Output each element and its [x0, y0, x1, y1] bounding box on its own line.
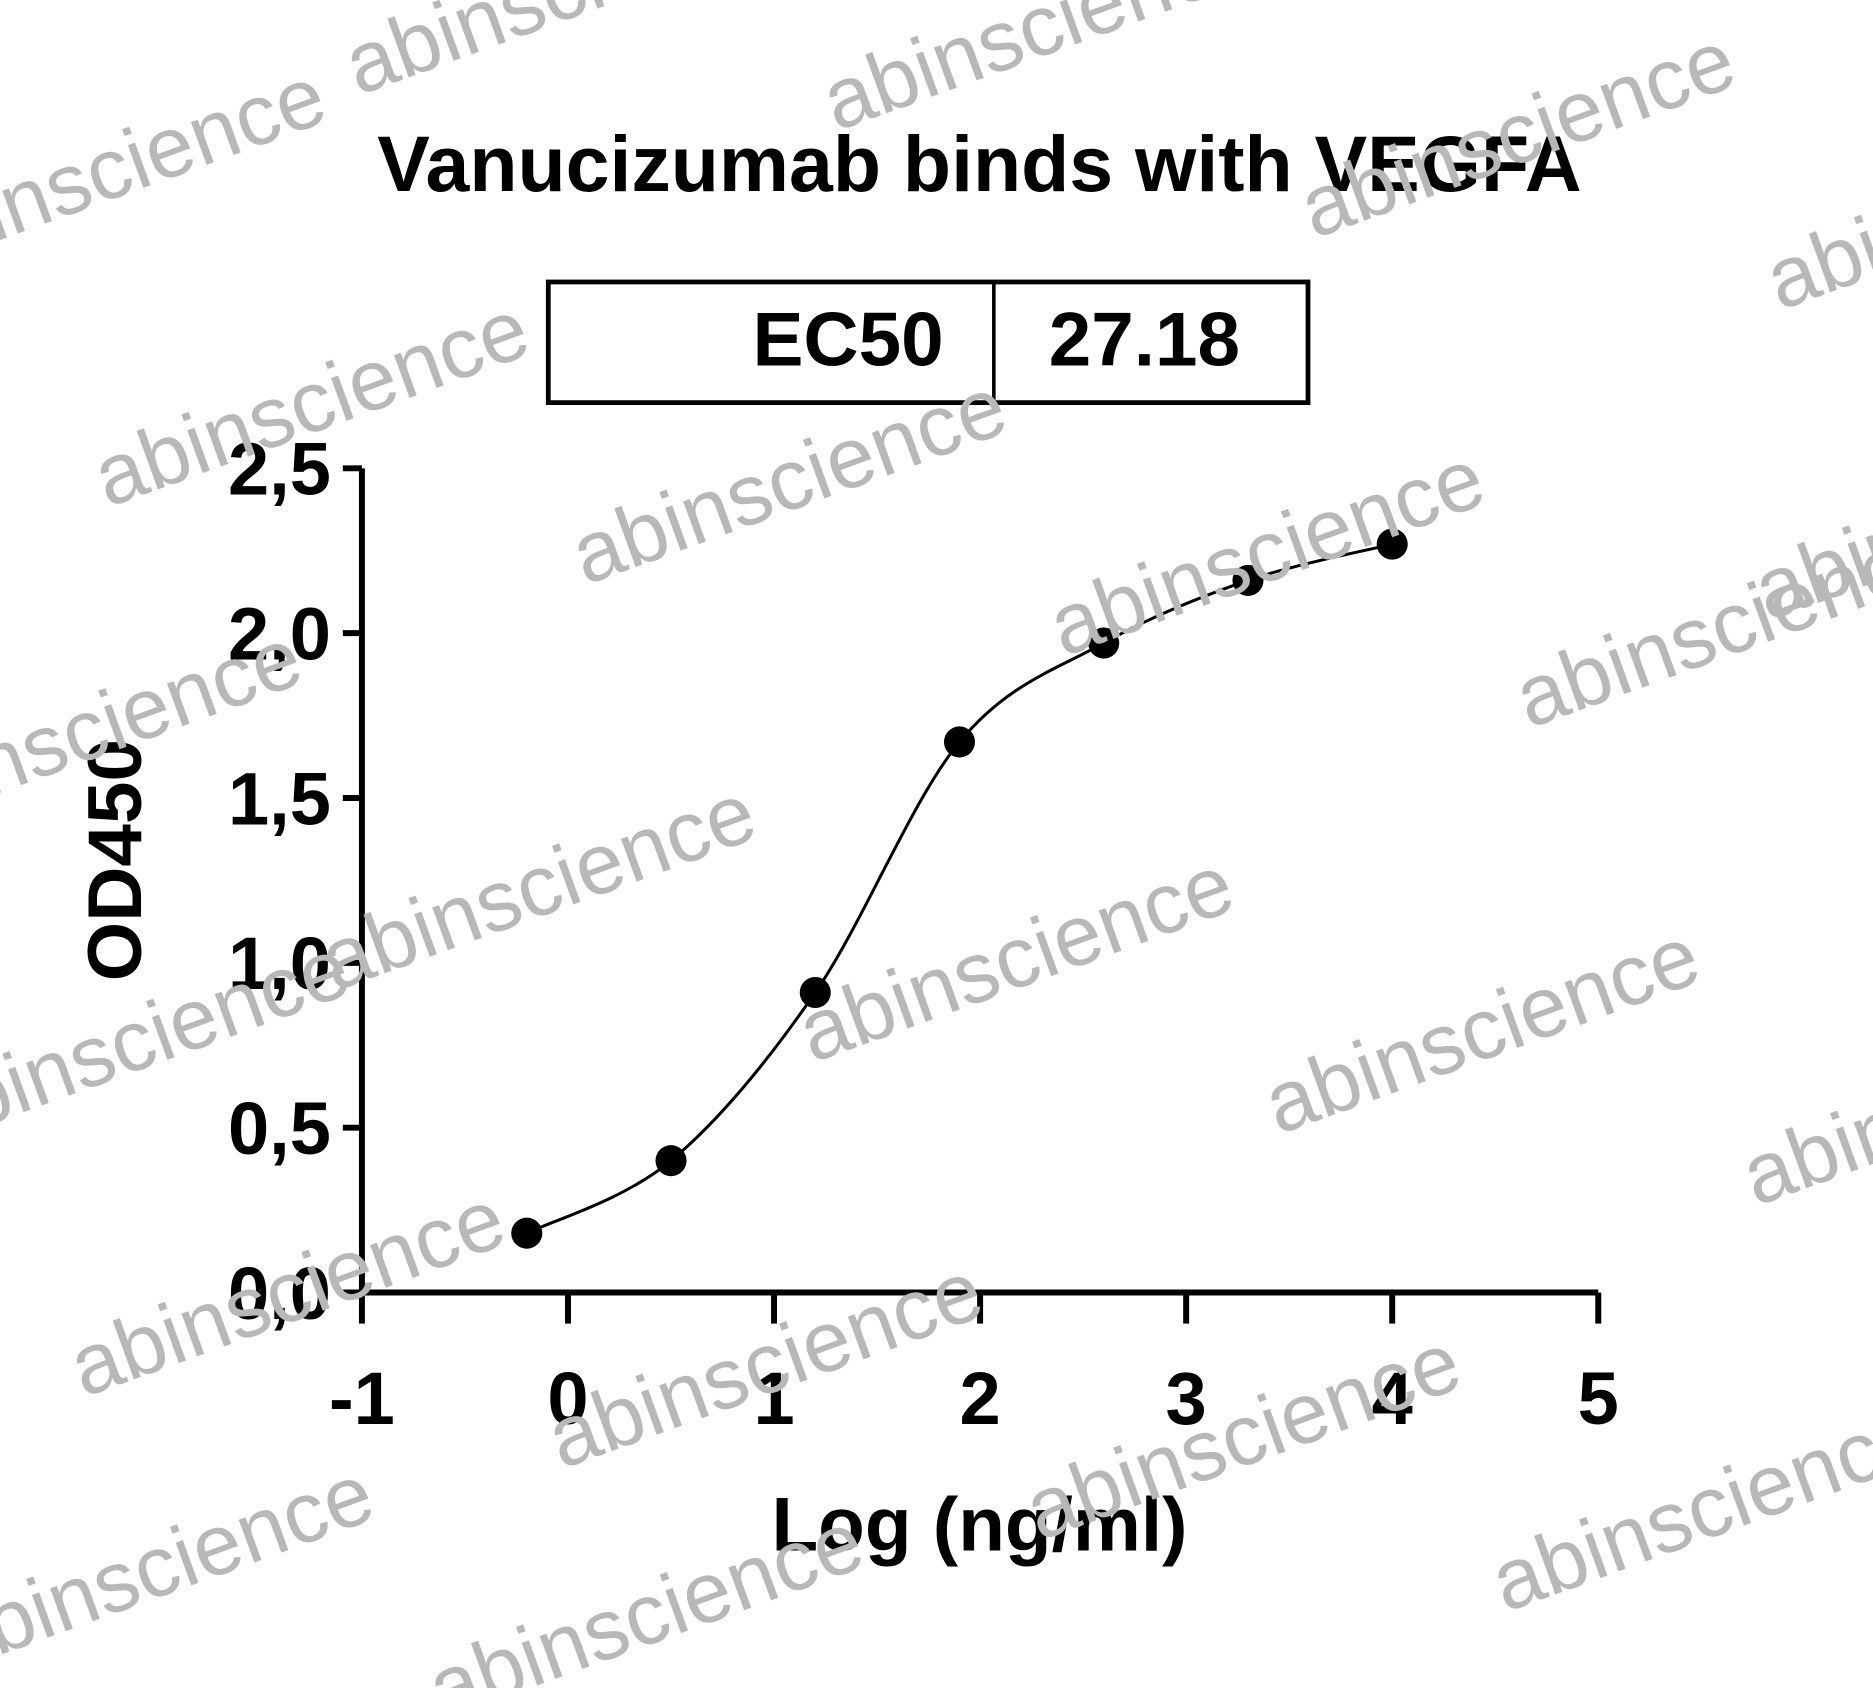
watermark: abinscience	[308, 764, 768, 1010]
data-point	[655, 1145, 687, 1177]
x-tick-label: 5	[1578, 1357, 1619, 1440]
watermark: abinscience	[1730, 979, 1873, 1225]
ec50-value: 27.18	[1049, 298, 1240, 383]
watermark: abinscience	[786, 835, 1246, 1081]
watermark: abinscience	[1479, 1385, 1873, 1631]
data-point	[1232, 564, 1264, 596]
data-point	[1376, 528, 1408, 560]
y-axis-label: OD450	[73, 739, 158, 981]
watermark: abinscience	[332, 0, 792, 113]
ec50-box	[545, 279, 1311, 406]
x-tick-label: -1	[329, 1357, 395, 1440]
watermark: abinscience	[559, 358, 1019, 604]
y-tick-label: 0,0	[228, 1252, 331, 1335]
watermark: abinscience	[1252, 907, 1712, 1153]
watermark: abinscience	[535, 1242, 995, 1488]
y-tick-label: 1,0	[228, 922, 331, 1005]
watermark: abinscience	[416, 1492, 876, 1688]
x-tick-label: 3	[1166, 1357, 1207, 1440]
y-tick-label: 2,0	[228, 592, 331, 675]
watermark: abinscience	[1742, 394, 1873, 640]
y-tick-label: 2,5	[228, 428, 331, 511]
data-point	[799, 976, 831, 1009]
watermark: abinscience	[0, 1445, 386, 1688]
x-tick-label: 4	[1372, 1357, 1413, 1440]
data-point	[1088, 627, 1120, 659]
y-tick-label: 0,5	[228, 1087, 331, 1170]
watermark: abinscience	[1753, 83, 1873, 329]
x-tick-label: 1	[753, 1357, 794, 1440]
x-tick-label: 2	[960, 1357, 1001, 1440]
data-point	[943, 726, 976, 758]
x-tick-label: 0	[547, 1357, 588, 1440]
ec50-label: EC50	[752, 298, 943, 383]
data-point	[511, 1217, 543, 1249]
y-tick-label: 1,5	[228, 757, 331, 840]
chart-title: Vanucizumab binds with VEGFA	[377, 120, 1581, 208]
watermark: abinscience	[0, 47, 338, 293]
x-axis-label: Log (ng/ml)	[771, 1483, 1187, 1568]
watermark: abinscience	[1037, 429, 1497, 675]
